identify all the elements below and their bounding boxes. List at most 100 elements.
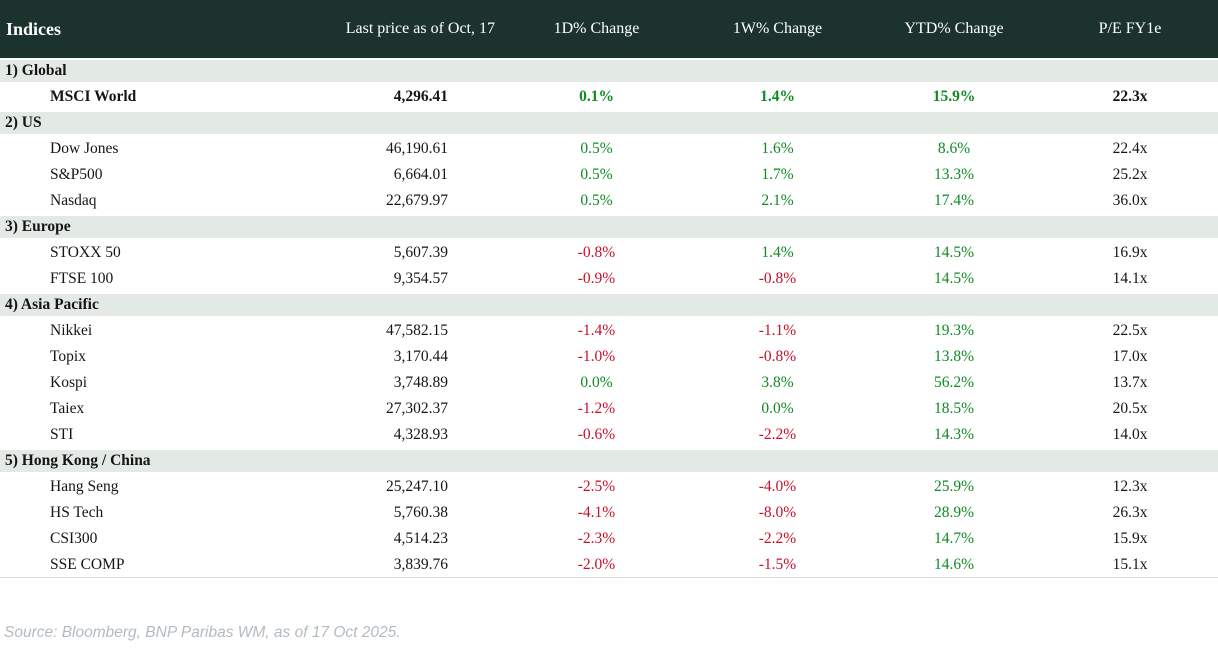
col-pe: P/E FY1e — [1042, 0, 1218, 58]
table-row: STOXX 50 5,607.39 -0.8% 1.4% 14.5% 16.9x — [0, 240, 1218, 266]
section-row: 3) Europe — [0, 214, 1218, 240]
1d-change-cell: -4.1% — [577, 504, 616, 521]
1w-change-cell: -1.1% — [758, 322, 797, 339]
ytd-change-cell: 56.2% — [933, 374, 975, 391]
last-price-cell: 4,296.41 — [393, 88, 448, 105]
last-price-cell: 47,582.15 — [386, 322, 448, 339]
1d-change-cell: -1.4% — [577, 322, 616, 339]
ytd-change-cell: 14.6% — [866, 552, 1042, 578]
section-label: 5) Hong Kong / China — [0, 448, 1218, 474]
table-row: Kospi 3,748.89 0.0% 3.8% 56.2% 13.7x — [0, 370, 1218, 396]
1w-change-cell: -8.0% — [758, 504, 797, 521]
index-name-cell: Taiex — [50, 400, 85, 417]
index-name-cell: Nikkei — [50, 322, 93, 339]
table-row: SSE COMP 3,839.76 -2.0% -1.5% 14.6% 15.1x — [0, 552, 1218, 578]
last-price-cell: 3,748.89 — [393, 374, 448, 391]
col-1d-change: 1D% Change — [504, 0, 689, 58]
last-price-cell: 5,607.39 — [393, 244, 448, 261]
table-title: Indices — [0, 0, 255, 58]
section-label: 2) US — [0, 110, 1218, 136]
index-name-cell: CSI300 — [50, 530, 98, 547]
ytd-change-cell: 14.7% — [933, 530, 975, 547]
source-note: Source: Bloomberg, BNP Paribas WM, as of… — [4, 624, 401, 641]
last-price-cell: 3,839.76 — [255, 552, 504, 578]
index-name-cell: Topix — [50, 348, 86, 365]
last-price-cell: 9,354.57 — [393, 270, 448, 287]
pe-cell: 16.9x — [1112, 244, 1148, 261]
index-name-cell: Kospi — [50, 374, 88, 391]
pe-cell: 36.0x — [1112, 192, 1148, 209]
table-row: Dow Jones 46,190.61 0.5% 1.6% 8.6% 22.4x — [0, 136, 1218, 162]
section-row: 4) Asia Pacific — [0, 292, 1218, 318]
pe-cell: 20.5x — [1112, 400, 1148, 417]
1w-change-cell: 3.8% — [761, 374, 794, 391]
col-last-price: Last price as of Oct, 17 — [255, 0, 504, 58]
last-price-cell: 6,664.01 — [393, 166, 448, 183]
last-price-cell: 5,760.38 — [393, 504, 448, 521]
section-label: 4) Asia Pacific — [0, 292, 1218, 318]
pe-cell: 22.3x — [1112, 88, 1148, 105]
last-price-cell: 4,328.93 — [393, 426, 448, 443]
last-price-cell: 27,302.37 — [386, 400, 448, 417]
ytd-change-cell: 25.9% — [933, 478, 975, 495]
ytd-change-cell: 19.3% — [933, 322, 975, 339]
1d-change-cell: -1.2% — [577, 400, 616, 417]
ytd-change-cell: 13.3% — [933, 166, 975, 183]
1w-change-cell: -4.0% — [758, 478, 797, 495]
col-ytd-change: YTD% Change — [866, 0, 1042, 58]
pe-cell: 12.3x — [1112, 478, 1148, 495]
1w-change-cell: 1.6% — [761, 140, 794, 157]
pe-cell: 25.2x — [1112, 166, 1148, 183]
ytd-change-cell: 14.5% — [933, 270, 975, 287]
pe-cell: 13.7x — [1112, 374, 1148, 391]
1d-change-cell: -0.8% — [577, 244, 616, 261]
table-row: HS Tech 5,760.38 -4.1% -8.0% 28.9% 26.3x — [0, 500, 1218, 526]
table-row: Nasdaq 22,679.97 0.5% 2.1% 17.4% 36.0x — [0, 188, 1218, 214]
table-row: Nikkei 47,582.15 -1.4% -1.1% 19.3% 22.5x — [0, 318, 1218, 344]
last-price-cell: 46,190.61 — [386, 140, 448, 157]
last-price-cell: 25,247.10 — [386, 478, 448, 495]
last-price-cell: 22,679.97 — [386, 192, 448, 209]
pe-cell: 17.0x — [1112, 348, 1148, 365]
last-price-cell: 3,170.44 — [393, 348, 448, 365]
1d-change-cell: 0.5% — [580, 166, 613, 183]
index-name-cell: HS Tech — [50, 504, 104, 521]
1d-change-cell: -1.0% — [577, 348, 616, 365]
1d-change-cell: -0.9% — [577, 270, 616, 287]
pe-cell: 22.4x — [1112, 140, 1148, 157]
ytd-change-cell: 28.9% — [933, 504, 975, 521]
header-row: Indices Last price as of Oct, 17 1D% Chang… — [0, 0, 1218, 58]
1w-change-cell: 1.7% — [761, 166, 794, 183]
1d-change-cell: 0.5% — [580, 140, 613, 157]
table-row: STI 4,328.93 -0.6% -2.2% 14.3% 14.0x — [0, 422, 1218, 448]
1w-change-cell: 1.4% — [761, 244, 794, 261]
1d-change-cell: 0.1% — [579, 88, 614, 105]
table-header: Indices Last price as of Oct, 17 1D% Chang… — [0, 0, 1218, 58]
col-1w-change: 1W% Change — [689, 0, 866, 58]
section-row: 1) Global — [0, 58, 1218, 84]
1d-change-cell: -2.5% — [577, 478, 616, 495]
pe-cell: 14.1x — [1112, 270, 1148, 287]
pe-cell: 26.3x — [1112, 504, 1148, 521]
table-body: 1) Global MSCI World 4,296.41 0.1% 1.4% 15.9%… — [0, 58, 1218, 578]
1d-change-cell: 0.5% — [580, 192, 613, 209]
table-row: FTSE 100 9,354.57 -0.9% -0.8% 14.5% 14.1x — [0, 266, 1218, 292]
index-name-cell: STI — [50, 426, 74, 443]
index-name-cell: FTSE 100 — [50, 270, 114, 287]
pe-cell: 14.0x — [1112, 426, 1148, 443]
ytd-change-cell: 14.5% — [933, 244, 975, 261]
ytd-change-cell: 17.4% — [933, 192, 975, 209]
ytd-change-cell: 8.6% — [937, 140, 971, 157]
ytd-change-cell: 15.9% — [932, 88, 976, 105]
index-name-cell: Hang Seng — [50, 478, 119, 495]
section-row: 5) Hong Kong / China — [0, 448, 1218, 474]
ytd-change-cell: 14.3% — [933, 426, 975, 443]
indices-table: Indices Last price as of Oct, 17 1D% Chang… — [0, 0, 1218, 578]
1w-change-cell: -0.8% — [758, 348, 797, 365]
pe-cell: 15.9x — [1112, 530, 1148, 547]
ytd-change-cell: 18.5% — [933, 400, 975, 417]
section-label: 3) Europe — [0, 214, 1218, 240]
index-name-cell: MSCI World — [50, 88, 137, 105]
index-name-cell: S&P500 — [50, 166, 103, 183]
